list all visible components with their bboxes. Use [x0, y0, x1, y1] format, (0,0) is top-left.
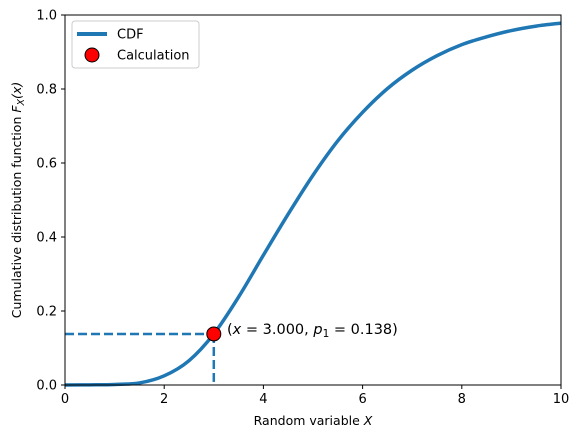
x-tick-label: 10	[553, 392, 570, 407]
x-tick-label: 0	[61, 392, 69, 407]
calculation-annotation: (x = 3.000, p1 = 0.138)	[227, 322, 398, 340]
x-tick-label: 4	[259, 392, 267, 407]
calculation-marker	[206, 326, 222, 342]
series-line-cdf	[64, 21, 562, 387]
ticks-layer: 0 2 4 6 8 10 0.0 0.2 0.4 0.6 0.8 1.0	[36, 9, 569, 408]
data-layer	[64, 21, 562, 387]
legend-calculation-swatch	[84, 47, 100, 63]
y-tick-label: 1.0	[36, 9, 57, 24]
x-tick-label: 6	[358, 392, 366, 407]
y-tick-label: 0.8	[36, 83, 57, 98]
x-axis-label: Random variable X	[254, 413, 373, 428]
x-tick-label: 2	[160, 392, 168, 407]
plot-area	[65, 15, 561, 385]
x-tick-label: 8	[458, 392, 466, 407]
plot-frame	[64, 14, 562, 386]
y-tick-label: 0.0	[36, 379, 57, 394]
legend-calculation-label: Calculation	[117, 49, 190, 64]
y-tick-label: 0.6	[36, 157, 57, 172]
y-axis-label: Cumulative distribution function FX(x)	[9, 82, 27, 318]
y-tick-label: 0.2	[36, 305, 57, 320]
y-tick-label: 0.4	[36, 231, 57, 246]
legend-cdf-label: CDF	[117, 28, 144, 43]
legend: CDF Calculation	[71, 20, 200, 69]
